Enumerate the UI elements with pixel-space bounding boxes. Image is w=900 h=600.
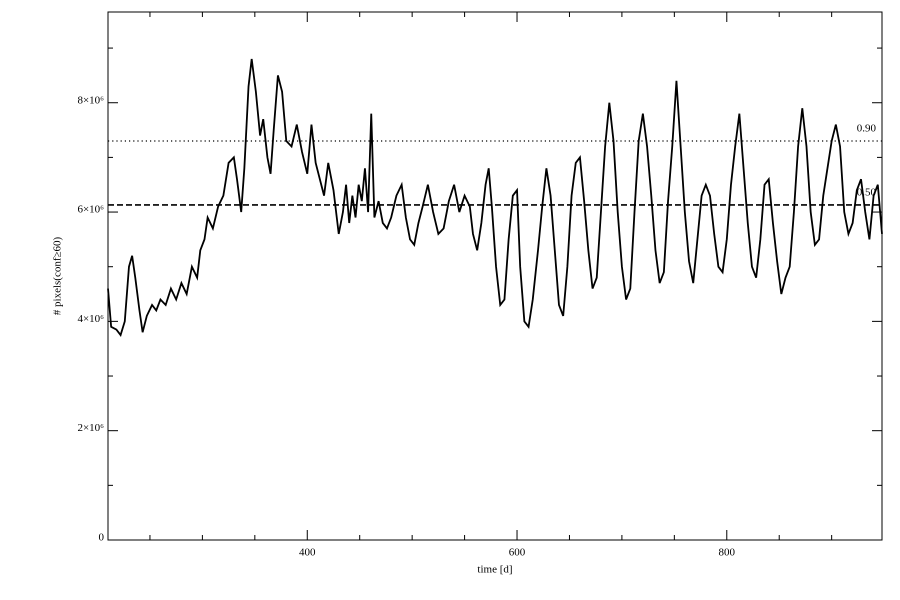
x-tick-label: 800 (719, 547, 736, 559)
y-tick-label: 4×10⁶ (77, 313, 104, 325)
x-axis-label: time [d] (477, 564, 512, 576)
plot-frame (107, 11, 883, 541)
data-line (107, 58, 883, 337)
x-tick-label: 400 (299, 547, 316, 559)
x-tick-label: 600 (509, 547, 526, 559)
y-tick-label: 6×10⁶ (77, 204, 104, 216)
y-tick-label: 2×10⁶ (77, 422, 104, 434)
y-tick-label: 0 (99, 532, 105, 544)
reference-line-label: 0.90 (857, 123, 877, 135)
y-axis-label: # pixels(conf≥60) (52, 236, 64, 315)
y-tick-label: 8×10⁶ (77, 94, 104, 106)
